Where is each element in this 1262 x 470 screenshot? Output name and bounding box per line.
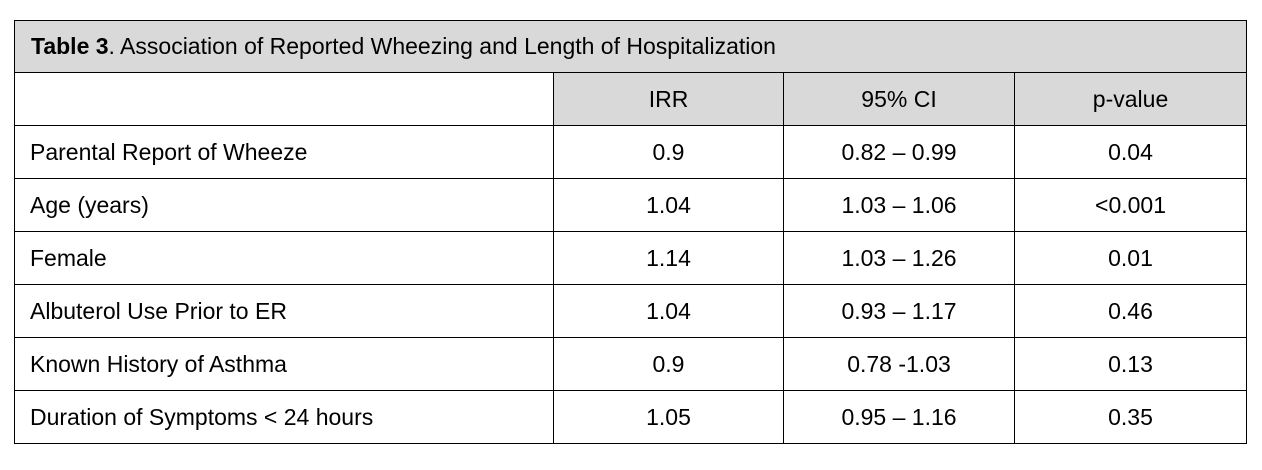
row-label: Parental Report of Wheeze bbox=[14, 125, 554, 179]
row-label: Female bbox=[14, 231, 554, 285]
table-row: Albuterol Use Prior to ER 1.04 0.93 – 1.… bbox=[14, 284, 1248, 338]
table-row: Parental Report of Wheeze 0.9 0.82 – 0.9… bbox=[14, 125, 1248, 179]
row-label: Albuterol Use Prior to ER bbox=[14, 284, 554, 338]
p-value-cell: 0.35 bbox=[1013, 390, 1248, 444]
irr-cell: 1.04 bbox=[553, 178, 784, 232]
row-label: Duration of Symptoms < 24 hours bbox=[14, 390, 554, 444]
irr-cell: 1.14 bbox=[553, 231, 784, 285]
p-value-cell: <0.001 bbox=[1013, 178, 1248, 232]
ci-cell: 0.93 – 1.17 bbox=[783, 284, 1015, 338]
p-value-cell: 0.46 bbox=[1013, 284, 1248, 338]
caption-text: . Association of Reported Wheezing and L… bbox=[108, 33, 776, 59]
caption-label: Table 3 bbox=[31, 33, 109, 59]
p-value-cell: 0.13 bbox=[1013, 337, 1248, 391]
row-label: Known History of Asthma bbox=[14, 337, 554, 391]
caption-row: Table 3. Association of Reported Wheezin… bbox=[13, 20, 1248, 73]
irr-cell: 1.05 bbox=[553, 390, 784, 444]
p-value-cell: 0.01 bbox=[1013, 231, 1248, 285]
ci-cell: 1.03 – 1.26 bbox=[783, 231, 1015, 285]
table-row: Duration of Symptoms < 24 hours 1.05 0.9… bbox=[14, 390, 1248, 444]
irr-cell: 1.04 bbox=[553, 284, 784, 338]
table-row: Known History of Asthma 0.9 0.78 -1.03 0… bbox=[14, 337, 1248, 391]
ci-cell: 0.95 – 1.16 bbox=[783, 390, 1015, 444]
ci-cell: 1.03 – 1.06 bbox=[783, 178, 1015, 232]
header-ci: 95% CI bbox=[783, 72, 1015, 126]
irr-cell: 0.9 bbox=[553, 125, 784, 179]
irr-cell: 0.9 bbox=[553, 337, 784, 391]
ci-cell: 0.82 – 0.99 bbox=[783, 125, 1015, 179]
table-row: Age (years) 1.04 1.03 – 1.06 <0.001 bbox=[14, 178, 1248, 232]
results-table-container: Table 3. Association of Reported Wheezin… bbox=[13, 20, 1248, 444]
results-table: Table 3. Association of Reported Wheezin… bbox=[13, 20, 1248, 444]
table-caption: Table 3. Association of Reported Wheezin… bbox=[13, 20, 1248, 73]
header-row: IRR 95% CI p-value bbox=[14, 72, 1248, 126]
table-row: Female 1.14 1.03 – 1.26 0.01 bbox=[14, 231, 1248, 285]
p-value-cell: 0.04 bbox=[1013, 125, 1248, 179]
header-p-value: p-value bbox=[1013, 72, 1248, 126]
header-blank-cell bbox=[14, 72, 554, 126]
header-irr: IRR bbox=[553, 72, 784, 126]
row-label: Age (years) bbox=[14, 178, 554, 232]
ci-cell: 0.78 -1.03 bbox=[783, 337, 1015, 391]
